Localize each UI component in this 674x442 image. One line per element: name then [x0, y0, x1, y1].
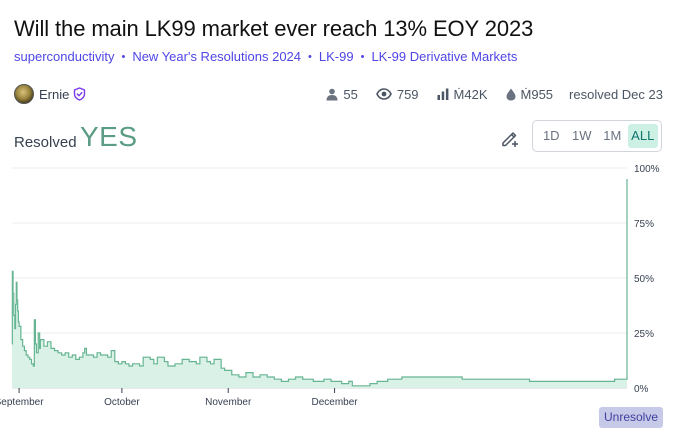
- traders-count: 55: [343, 86, 358, 102]
- volume-stat: Ṁ42K: [437, 87, 488, 102]
- market-meta-row: Ernie 55 759 Ṁ42K Ṁ955 resolved Dec 23: [14, 84, 663, 104]
- x-tick-label: December: [311, 397, 358, 408]
- liquidity-value: Ṁ955: [520, 86, 554, 102]
- avatar[interactable]: [14, 84, 34, 104]
- tag-list: superconductivity • New Year's Resolutio…: [14, 49, 517, 64]
- range-all[interactable]: ALL: [627, 124, 658, 148]
- y-tick-label: 25%: [634, 329, 654, 340]
- tag-lk-99[interactable]: LK-99: [318, 49, 354, 64]
- user-icon: [326, 88, 338, 100]
- edit-chart-button[interactable]: [500, 128, 520, 148]
- y-tick-label: 100%: [634, 164, 660, 175]
- x-tick-label: November: [205, 397, 252, 408]
- pencil-plus-icon: [502, 132, 518, 147]
- resolution-value: YES: [80, 121, 138, 152]
- y-tick-label: 75%: [634, 219, 654, 230]
- resolved-label: Resolved: [14, 134, 77, 151]
- range-1d[interactable]: 1D: [542, 128, 560, 143]
- traders-stat[interactable]: 55: [326, 86, 358, 102]
- range-1m[interactable]: 1M: [603, 128, 622, 143]
- views-stat: 759: [375, 86, 419, 102]
- x-tick-label: September: [0, 397, 44, 408]
- unresolve-button[interactable]: Unresolve: [599, 407, 663, 428]
- tag-new-years-resolutions[interactable]: New Year's Resolutions 2024: [132, 49, 302, 64]
- views-count: 759: [396, 86, 419, 102]
- liquidity-stat: Ṁ955: [506, 86, 554, 102]
- probability-area: [12, 179, 627, 388]
- tag-separator: •: [308, 50, 312, 63]
- bar-chart-icon: [437, 88, 448, 100]
- tag-lk-99-derivative[interactable]: LK-99 Derivative Markets: [371, 49, 518, 64]
- author-name[interactable]: Ernie: [39, 86, 70, 102]
- droplet-icon: [506, 88, 516, 100]
- probability-line: [11, 179, 628, 387]
- tag-separator: •: [121, 50, 126, 63]
- tag-separator: •: [360, 50, 365, 63]
- x-tick-label: October: [104, 397, 140, 408]
- market-title: Will the main LK99 market ever reach 13%…: [14, 16, 534, 41]
- probability-chart: 100% 75% 50% 25% 0% September October November D…: [0, 164, 660, 408]
- y-tick-label: 0%: [634, 384, 649, 395]
- tag-superconductivity[interactable]: superconductivity: [14, 49, 115, 64]
- verified-shield-icon: [73, 87, 86, 101]
- y-tick-label: 50%: [634, 274, 654, 285]
- eye-icon: [375, 88, 392, 100]
- resolved-date: resolved Dec 23: [569, 86, 663, 102]
- volume-value: Ṁ42K: [453, 86, 488, 102]
- time-range-selector: 1D 1W 1M ALL: [532, 120, 662, 152]
- market-stats: 55 759 Ṁ42K Ṁ955 resolved Dec 23: [308, 87, 663, 102]
- range-1w[interactable]: 1W: [572, 128, 592, 143]
